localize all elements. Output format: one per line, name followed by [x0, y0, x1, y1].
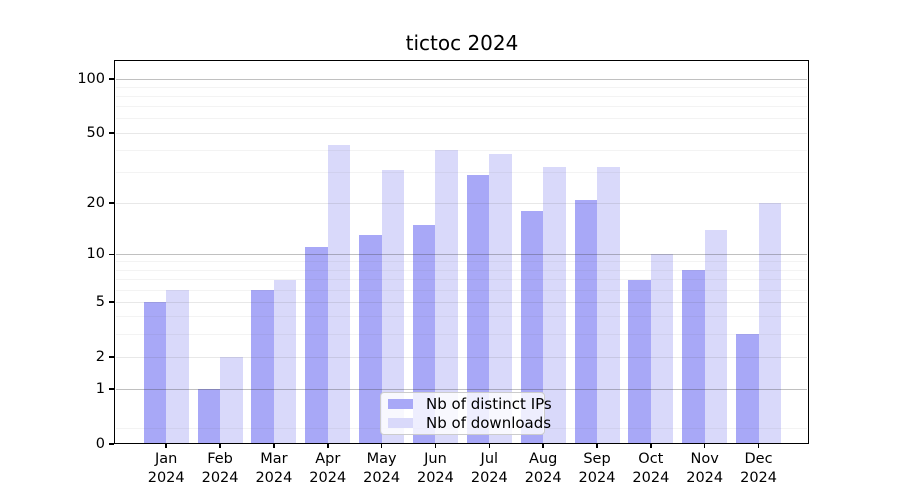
x-tick-label-oct: Oct 2024: [632, 451, 670, 486]
bar-distinct-ips-aug: [520, 211, 544, 444]
x-tick-label-nov: Nov 2024: [686, 451, 724, 486]
bar-downloads-aug: [543, 167, 566, 444]
bar-distinct-ips-feb: [197, 389, 221, 444]
bar-downloads-may: [381, 169, 405, 444]
bar-distinct-ips-mar: [251, 290, 274, 444]
bar-distinct-ips-apr: [305, 247, 328, 444]
bar-downloads-jan: [166, 290, 189, 444]
x-tick-mar: [273, 444, 275, 448]
gridline-y-20: [116, 202, 807, 204]
gridline-y-7: [116, 279, 807, 281]
y-tick-label-5: 5: [95, 294, 105, 311]
x-tick-oct: [650, 444, 652, 448]
gridline-y-10: [116, 253, 807, 255]
gridline-y-50: [116, 132, 807, 134]
legend-item-downloads: Nb of downloads: [388, 414, 551, 432]
x-tick-jun: [434, 444, 437, 448]
gridline-y-4: [116, 316, 807, 318]
x-tick-dec: [757, 444, 760, 448]
gridline-y-30: [116, 171, 807, 173]
x-tick-label-jun: Jun 2024: [416, 451, 454, 486]
x-tick-label-jan: Jan 2024: [147, 451, 185, 486]
x-tick-label-may: May 2024: [363, 451, 401, 486]
x-tick-may: [380, 444, 383, 448]
y-tick-label-100: 100: [77, 71, 105, 87]
y-tick-label-0: 0: [95, 436, 105, 452]
gridline-y-6: [116, 289, 807, 291]
bar-downloads-dec: [758, 203, 782, 444]
y-tick-100: [109, 78, 114, 80]
bar-downloads-sep: [597, 167, 620, 444]
gridline-y-60: [116, 118, 807, 120]
bar-downloads-apr: [327, 144, 351, 444]
y-tick-label-10: 10: [86, 246, 105, 263]
chart-title: tictoc 2024: [405, 31, 519, 55]
x-tick-jul: [488, 444, 491, 448]
gridline-y-8: [116, 269, 807, 271]
gridline-y-3: [116, 333, 807, 335]
legend-label-distinct-ips: Nb of distinct IPs: [426, 395, 552, 413]
bar-distinct-ips-jan: [143, 302, 167, 444]
x-tick-label-dec: Dec 2024: [740, 451, 777, 486]
x-tick-nov: [703, 444, 706, 448]
y-tick-label-1: 1: [95, 381, 105, 398]
bar-distinct-ips-dec: [736, 334, 759, 444]
bar-downloads-oct: [650, 254, 674, 444]
gridline-y-100: [116, 78, 807, 80]
bar-distinct-ips-nov: [682, 270, 705, 444]
x-tick-label-mar: Mar 2024: [255, 451, 293, 486]
y-tick-2: [109, 356, 114, 358]
x-tick-label-apr: Apr 2024: [309, 451, 347, 486]
gridline-y-2: [116, 356, 807, 358]
bar-distinct-ips-jun: [412, 224, 436, 444]
y-tick-label-20: 20: [86, 195, 105, 212]
x-tick-sep: [596, 444, 598, 448]
bar-distinct-ips-may: [359, 235, 382, 444]
y-tick-5: [109, 301, 114, 304]
y-tick-1: [109, 388, 114, 390]
gridline-y-9: [116, 261, 807, 263]
bar-downloads-nov: [704, 229, 728, 444]
legend: Nb of distinct IPs Nb of downloads: [380, 392, 552, 435]
gridline-y-90: [116, 86, 807, 88]
y-tick-0: [109, 443, 114, 445]
x-tick-feb: [219, 444, 221, 448]
x-tick-jan: [165, 444, 167, 448]
bar-downloads-jun: [435, 150, 458, 444]
gridline-y-5: [116, 301, 807, 303]
x-tick-label-feb: Feb 2024: [201, 451, 239, 486]
gridline-y-70: [116, 106, 807, 108]
gridline-y-1: [116, 388, 807, 390]
x-tick-label-sep: Sep 2024: [578, 451, 616, 486]
bar-distinct-ips-jul: [466, 175, 490, 444]
bar-downloads-mar: [273, 279, 297, 444]
bar-downloads-jul: [489, 154, 512, 444]
x-tick-aug: [542, 444, 544, 448]
x-tick-label-aug: Aug 2024: [524, 451, 562, 486]
gridline-y-80: [116, 95, 807, 97]
bar-distinct-ips-oct: [628, 279, 651, 444]
y-tick-20: [109, 202, 114, 205]
bar-distinct-ips-sep: [574, 199, 597, 444]
gridline-y-40: [116, 149, 807, 151]
y-tick-50: [109, 132, 114, 134]
y-tick-label-50: 50: [86, 125, 105, 142]
bar-downloads-feb: [220, 357, 243, 444]
y-tick-label-2: 2: [95, 349, 105, 366]
legend-label-downloads: Nb of downloads: [426, 414, 552, 432]
legend-item-distinct-ips: Nb of distinct IPs: [388, 395, 552, 413]
legend-swatch-downloads: [388, 417, 413, 429]
legend-swatch-distinct-ips: [388, 398, 413, 410]
plot-area: [114, 60, 809, 444]
x-tick-label-jul: Jul 2024: [470, 451, 508, 486]
x-tick-apr: [326, 444, 329, 448]
y-tick-10: [109, 253, 114, 256]
